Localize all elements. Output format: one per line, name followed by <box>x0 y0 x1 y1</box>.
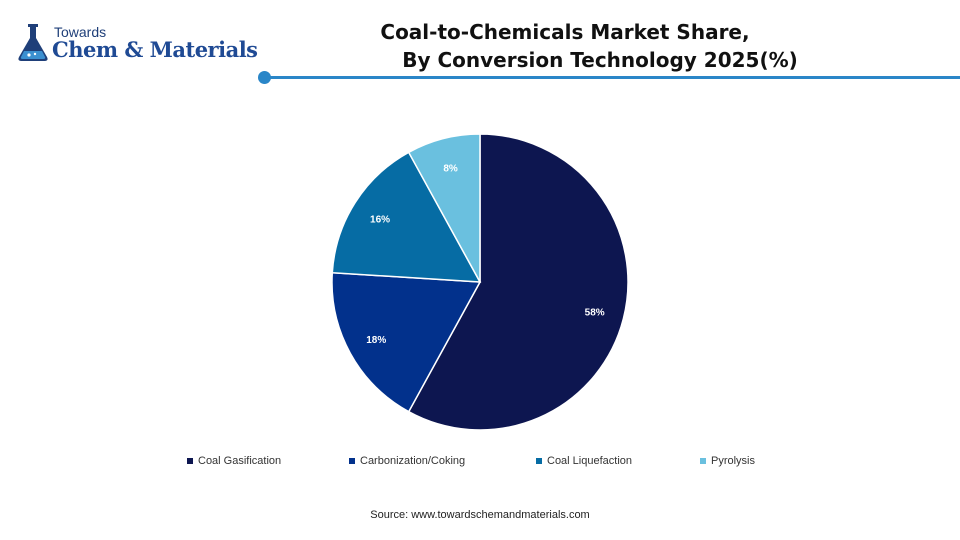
legend-label-coal-gasification: Coal Gasification <box>198 455 282 467</box>
source-note: Source: www.towardschemandmaterials.com <box>370 509 590 521</box>
logo-top-text: Towards <box>54 24 107 40</box>
pie-slice-coal-gasification <box>407 133 629 431</box>
flask-icon <box>18 24 48 61</box>
legend-label-coal-liquefaction: Coal Liquefaction <box>547 455 633 467</box>
legend-swatch-coal-liquefaction <box>536 458 542 464</box>
legend-swatch-coal-gasification <box>187 458 193 464</box>
data-label-carbonization-coking: 18% <box>366 335 386 346</box>
legend-swatch-carbonization-coking <box>349 458 355 464</box>
legend-item-coal-liquefaction: Coal Liquefaction <box>536 455 632 467</box>
logo-main-text: Chem & Materials <box>52 37 258 62</box>
legend-item-coal-gasification: Coal Gasification <box>187 455 281 467</box>
pie-slice-carbonization-coking <box>331 271 482 413</box>
data-label-coal-liquefaction: 16% <box>370 215 390 226</box>
pie-slice-pyrolysis <box>407 133 481 283</box>
data-label-pyrolysis: 8% <box>443 163 458 174</box>
header-rule <box>268 76 960 79</box>
chart-legend: Coal Gasification Carbonization/Coking Coa… <box>0 455 960 471</box>
header-rule-dot <box>258 71 271 84</box>
legend-item-carbonization-coking: Carbonization/Coking <box>349 455 465 467</box>
chart-title: Coal-to-Chemicals Market Share, By Conve… <box>330 18 870 74</box>
logo: Towards Chem & Materials <box>14 20 264 68</box>
chart-title-line-1: Coal-to-Chemicals Market Share, <box>380 20 750 44</box>
pie-slice-coal-liquefaction <box>331 151 482 283</box>
legend-item-pyrolysis: Pyrolysis <box>700 455 755 467</box>
legend-label-carbonization-coking: Carbonization/Coking <box>360 455 466 467</box>
data-label-coal-gasification: 58% <box>585 307 605 318</box>
chart-title-line-2: By Conversion Technology 2025(%) <box>402 48 798 72</box>
legend-swatch-pyrolysis <box>700 458 706 464</box>
legend-label-pyrolysis: Pyrolysis <box>711 455 756 467</box>
